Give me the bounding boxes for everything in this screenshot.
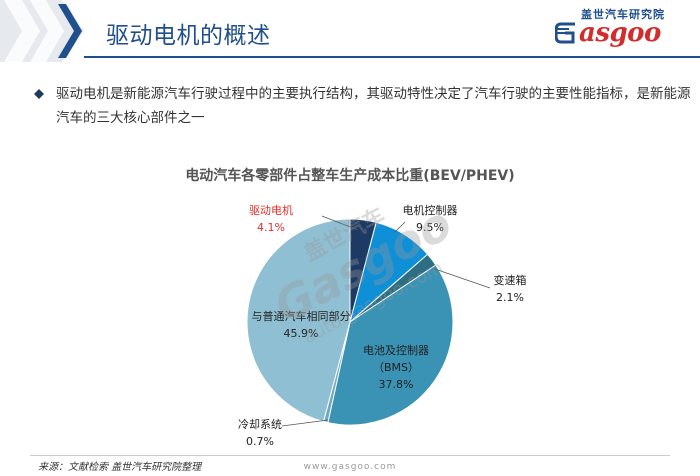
source-note: 来源：文献检索 盖世汽车研究院整理 <box>38 462 202 473</box>
slice-name-label-1: 驱动电机 <box>249 203 293 217</box>
footer-divider <box>30 455 670 456</box>
gasgoo-logo: 盖世汽车研究院 asgoo <box>555 6 695 50</box>
pie-slice-6 <box>246 218 351 423</box>
slice-value-label-1: 4.1% <box>257 221 285 234</box>
leader-line-5 <box>281 419 329 427</box>
slice-name-label-6: 与普通汽车相同部分 <box>252 309 351 323</box>
intro-text: 驱动电机是新能源汽车行驶过程中的主要执行结构，其驱动特性决定了汽车行驶的主要性能… <box>56 86 691 126</box>
leader-line-2 <box>394 221 406 233</box>
slice-name2-label-4: （BMS） <box>373 361 419 374</box>
slice-value-label-2: 9.5% <box>416 221 444 234</box>
slice-value-label-5: 0.7% <box>246 435 274 448</box>
slice-name-label-4: 电池及控制器 <box>363 343 429 357</box>
leader-line-1 <box>321 215 359 231</box>
footer-url: www.gasgoo.com <box>303 462 397 472</box>
slice-value-label-3: 2.1% <box>496 291 524 304</box>
pie-slice-4 <box>327 264 454 426</box>
logo-g-mark-icon <box>555 22 575 44</box>
slice-name-label-2: 电机控制器 <box>403 203 458 217</box>
leader-line-3 <box>431 267 491 289</box>
slice-value-label-4: 37.8% <box>379 378 414 391</box>
slice-name-label-3: 变速箱 <box>494 273 527 287</box>
logo-chinese-text: 盖世汽车研究院 <box>581 8 665 21</box>
chart-title: 电动汽车各零部件占整车生产成本比重(BEV/PHEV) <box>185 168 515 184</box>
header-stripes-decoration <box>0 0 84 62</box>
intro-bullet: 驱动电机是新能源汽车行驶过程中的主要执行结构，其驱动特性决定了汽车行驶的主要性能… <box>34 82 696 130</box>
page-title: 驱动电机的概述 <box>106 23 271 49</box>
slice-value-label-6: 45.9% <box>284 327 319 340</box>
slice-name-label-5: 冷却系统 <box>238 418 282 431</box>
page-header: 驱动电机的概述 盖世汽车研究院 asgoo <box>0 0 700 62</box>
diamond-bullet-icon <box>34 89 44 99</box>
logo-english-text: asgoo <box>579 18 661 48</box>
header-divider <box>84 56 700 58</box>
